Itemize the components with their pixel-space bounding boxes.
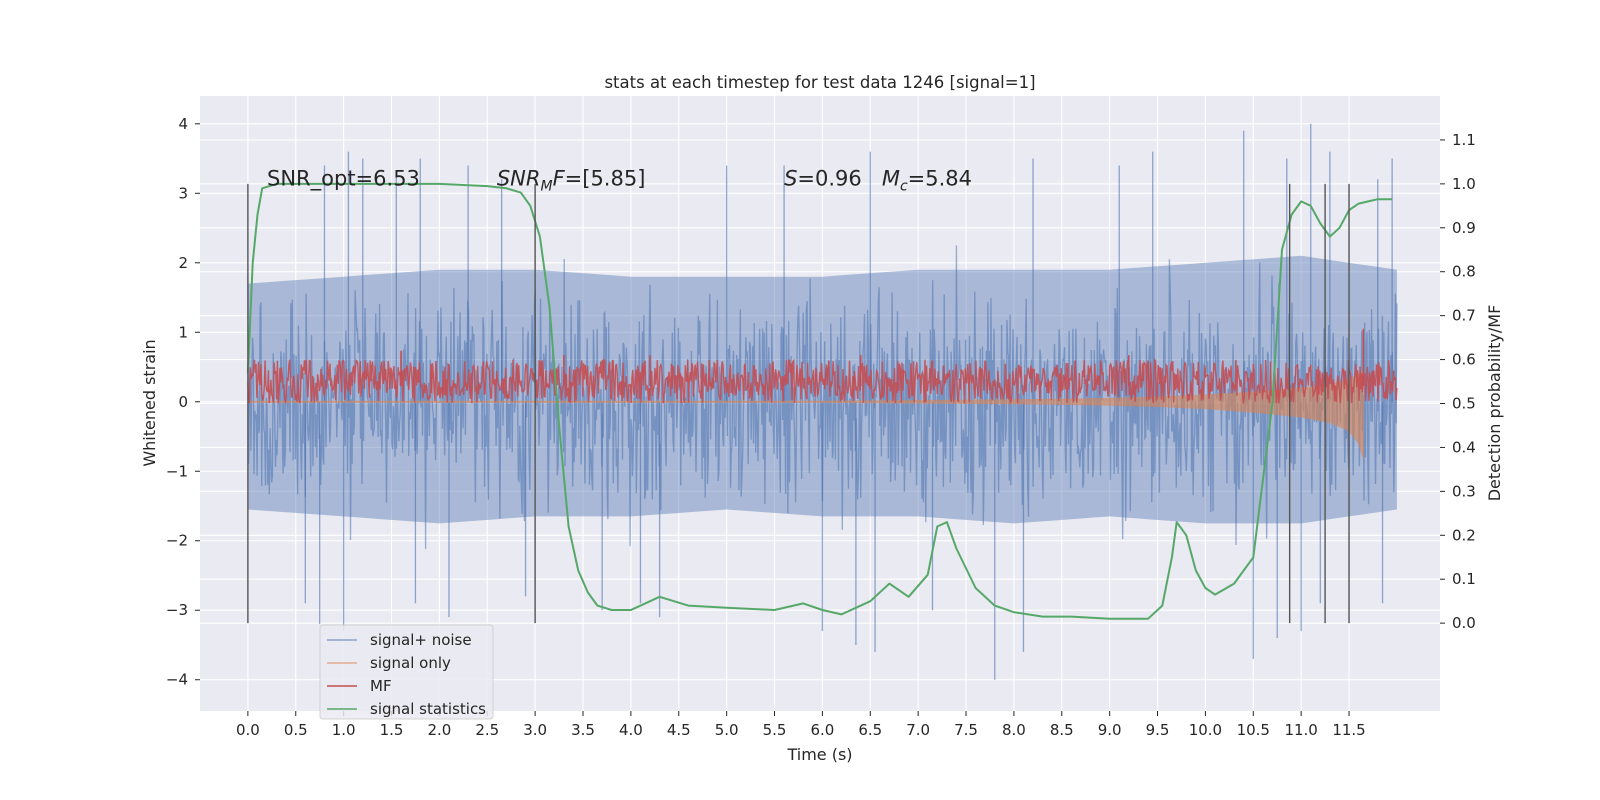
y2-tick-label: 0.1 [1452,570,1476,588]
series-signal-only [247,369,1364,459]
y2-tick-label: 0.7 [1452,307,1476,325]
y-tick-label: −3 [166,601,188,619]
y-tick-label: 0 [178,393,188,411]
y-tick-label: −2 [166,532,188,550]
y-axis-label: Whitened strain [140,339,159,466]
y-tick-label: 3 [178,184,188,202]
y-tick-label: −1 [166,462,188,480]
x-tick-label: 0.0 [236,721,260,739]
series-signal-statistics [246,182,1393,620]
x-tick-label: 0.5 [284,721,308,739]
legend-entry-mf: MF [370,677,392,695]
x-tick-label: 1.5 [380,721,404,739]
x-tick-label: 4.0 [619,721,643,739]
legend-entry-signal-only: signal only [370,654,451,672]
y2-tick-label: 0.5 [1452,395,1476,413]
x-tick-label: 6.5 [858,721,882,739]
y2-tick-label: 0.6 [1452,351,1476,369]
series-mf [247,328,1398,405]
x-tick-label: 10.5 [1237,721,1270,739]
y2-tick-label: 0.9 [1452,219,1476,237]
x-tick-label: 2.5 [475,721,499,739]
x-tick-label: 10.0 [1189,721,1222,739]
annotation-1: SNRMF=[5.85] [497,166,646,194]
y2-tick-label: 0.3 [1452,482,1476,500]
annotation-0: SNR_opt=6.53 [267,166,420,191]
x-tick-label: 3.0 [523,721,547,739]
legend-entry-signal-statistics: signal statistics [370,700,486,718]
vertical-lines [247,183,1350,624]
x-tick-label: 5.0 [715,721,739,739]
y-axis-right-label: Detection probability/MF [1485,305,1504,502]
y-axis-right: 1.1 1.0 0.9 0.8 0.7 0.6 0.5 0.4 0.3 0.2 0.1 0.0 [1440,131,1476,632]
y-tick-label: 1 [178,323,188,341]
x-tick-label: 4.5 [667,721,691,739]
x-tick-label: 9.5 [1146,721,1170,739]
x-tick-label: 7.5 [954,721,978,739]
legend: signal+ noise signal only MF signal stat… [319,624,494,720]
x-tick-label: 7.0 [906,721,930,739]
x-tick-label: 11.0 [1284,721,1317,739]
y2-tick-label: 0.8 [1452,263,1476,281]
y2-tick-label: 0.0 [1452,614,1476,632]
mf-line [247,357,1398,405]
x-tick-label: 8.0 [1002,721,1026,739]
legend-box [319,624,494,720]
y-tick-label: 4 [178,115,188,133]
x-tick-label: 6.0 [810,721,834,739]
x-axis-label: Time (s) [786,745,852,764]
y2-tick-label: 0.4 [1452,438,1476,456]
x-tick-label: 3.5 [571,721,595,739]
x-axis: 0.0 0.5 1.0 1.5 2.0 2.5 3.0 3.5 4.0 4.5 5.0 5.5 6.0 6… [236,711,1366,739]
x-tick-label: 9.0 [1098,721,1122,739]
legend-entry-signal-noise: signal+ noise [370,631,472,649]
y-tick-label: 2 [178,254,188,272]
x-tick-label: 11.5 [1332,721,1365,739]
y-tick-label: −4 [166,671,188,689]
chart-title: stats at each timestep for test data 124… [604,73,1035,92]
x-tick-label: 8.5 [1050,721,1074,739]
y-axis-left: 4 3 2 1 0 −1 −2 −3 −4 [166,115,200,689]
annotations: SNR_opt=6.53 SNRMF=[5.85] S=0.96 Mc=5.84 [267,166,972,194]
y2-tick-label: 1.1 [1452,131,1476,149]
x-tick-label: 5.5 [763,721,787,739]
y2-tick-label: 0.2 [1452,526,1476,544]
x-tick-label: 2.0 [427,721,451,739]
y2-tick-label: 1.0 [1452,175,1476,193]
x-tick-label: 1.0 [332,721,356,739]
annotation-2: S=0.96 Mc=5.84 [784,166,972,194]
